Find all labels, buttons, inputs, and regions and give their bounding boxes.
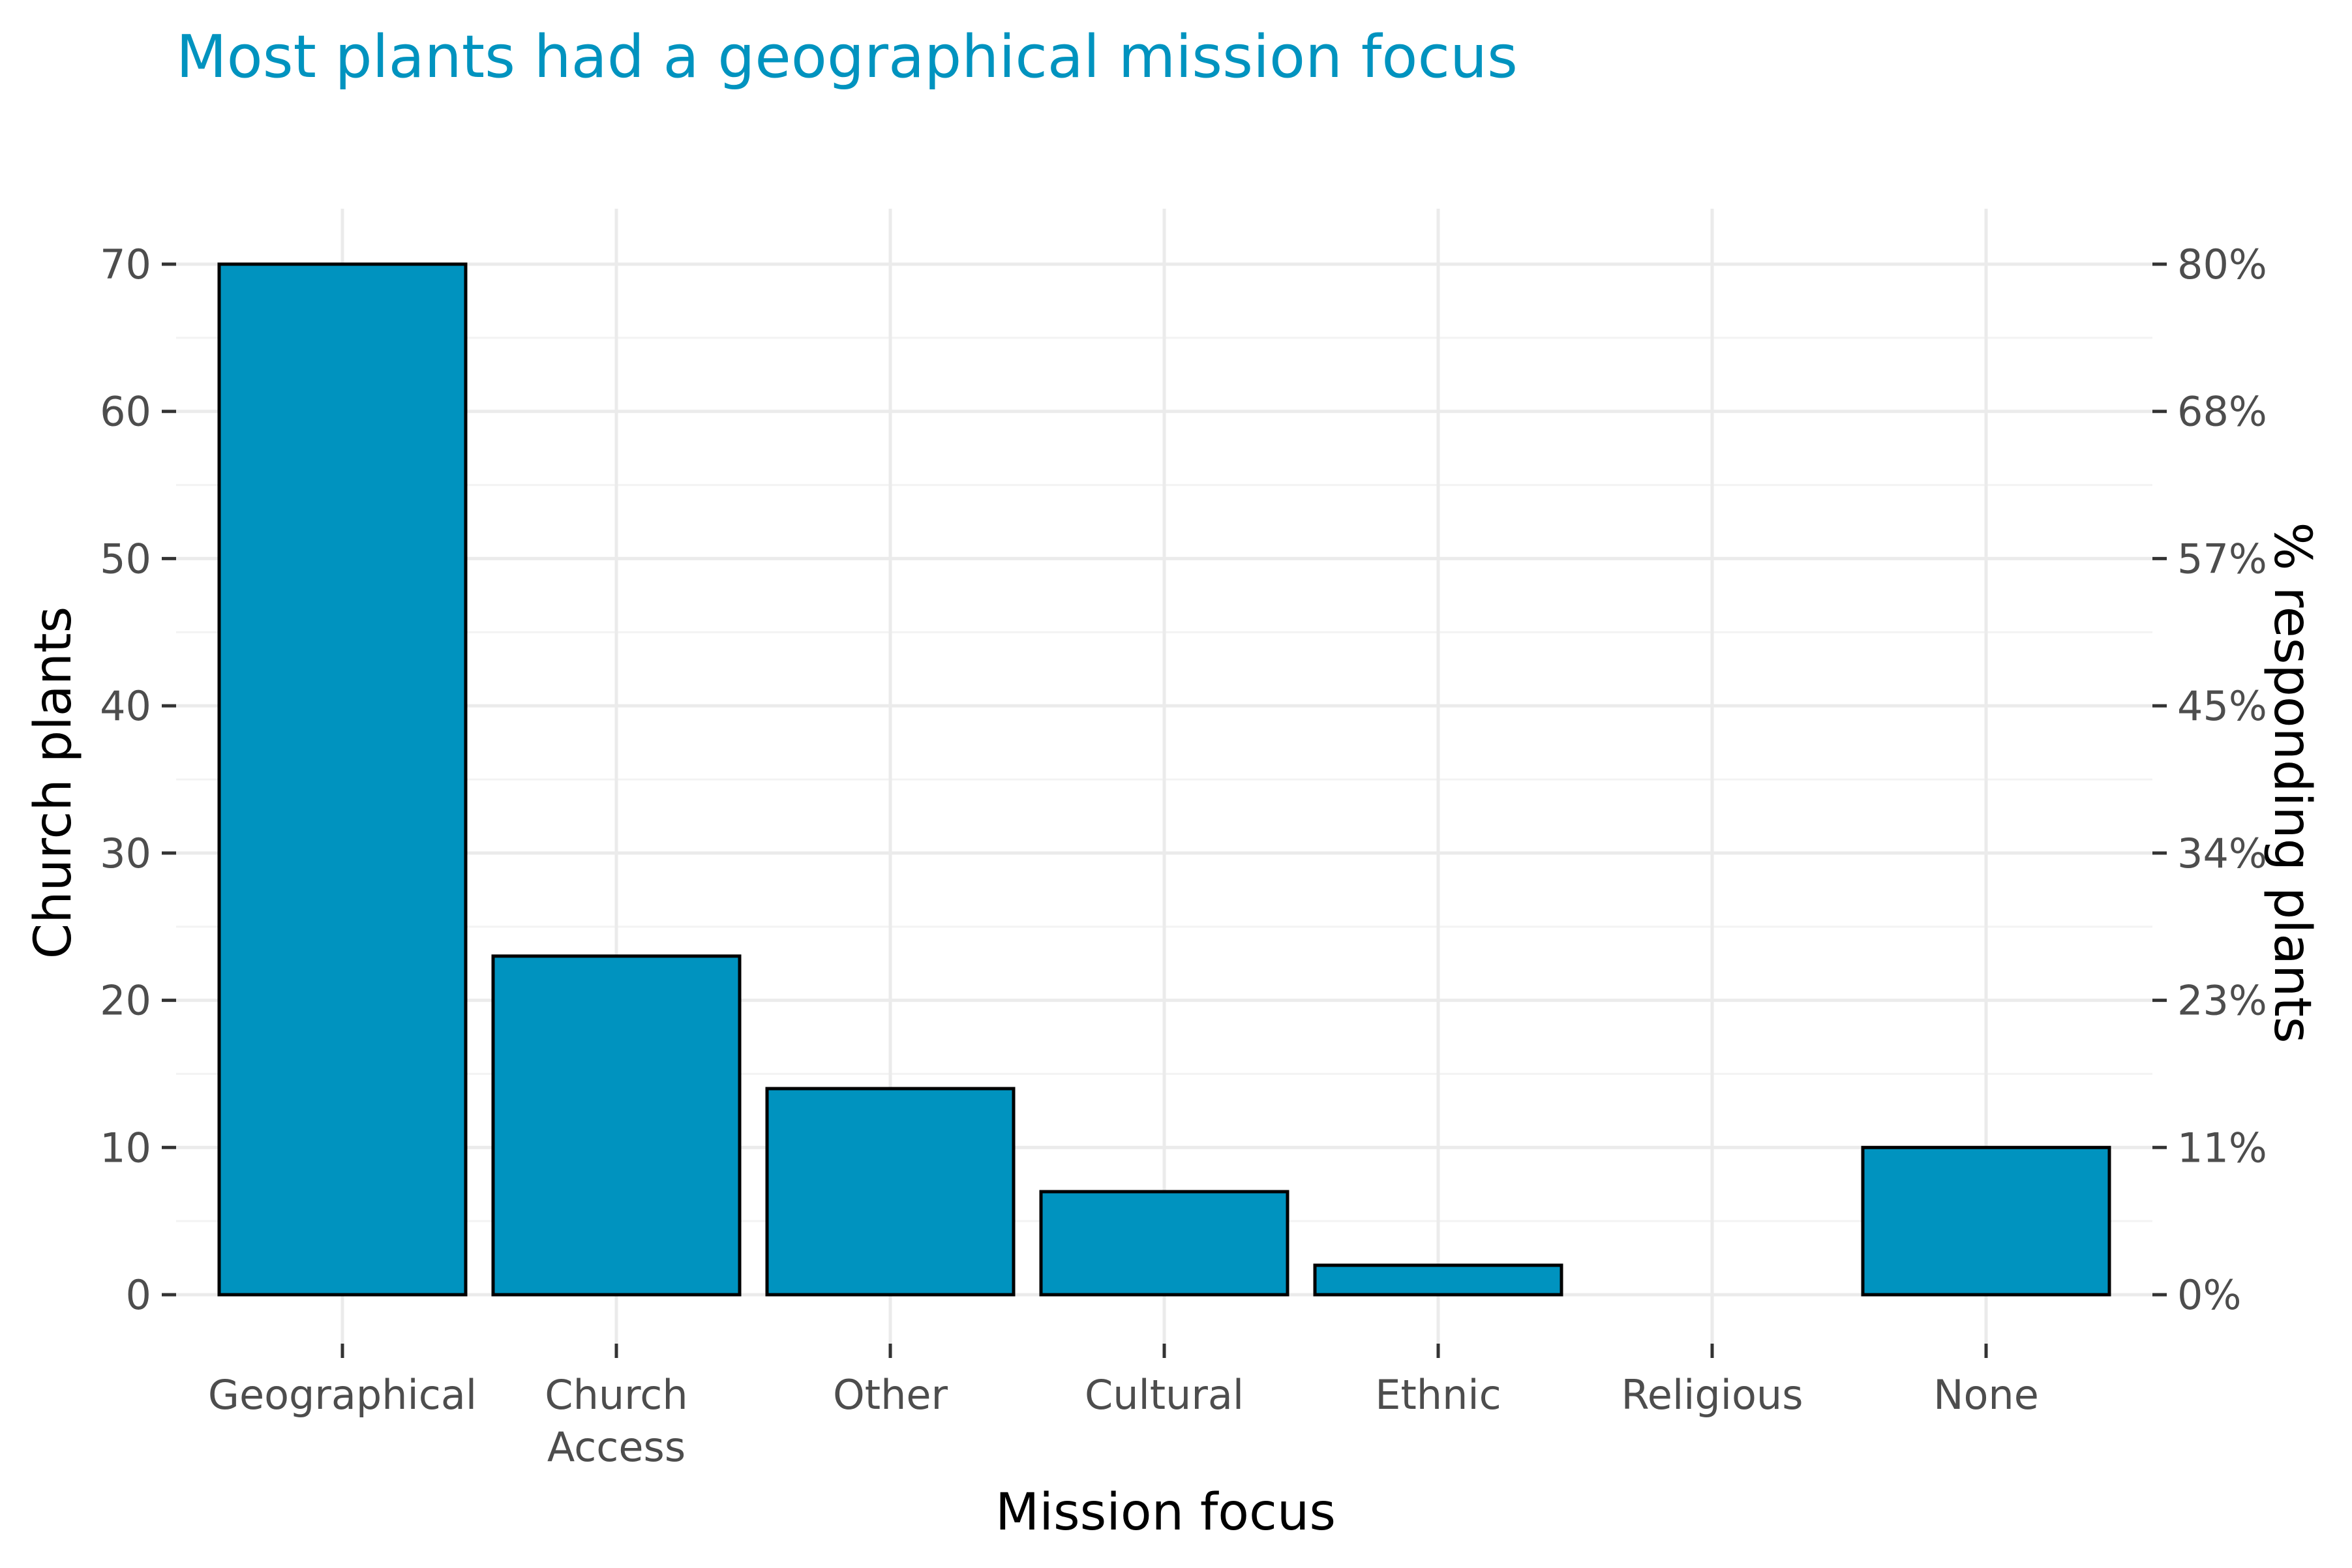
y2-axis-title: % responding plants	[2263, 522, 2321, 1043]
y-tick-label: 20	[100, 977, 151, 1025]
chart-title: Most plants had a geographical mission f…	[176, 23, 1518, 91]
y2-tick-label: 11%	[2177, 1124, 2267, 1171]
y2-tick-label: 0%	[2177, 1271, 2241, 1319]
y2-tick-label: 34%	[2177, 830, 2267, 877]
x-axis-title: Mission focus	[995, 1483, 1336, 1542]
y2-tick-label: 45%	[2177, 682, 2267, 730]
y-tick-label: 40	[100, 682, 151, 730]
y-tick-label: 10	[100, 1124, 151, 1171]
bar-cultural	[1039, 1190, 1289, 1297]
bar-geographical	[217, 262, 468, 1297]
y2-tick-label: 23%	[2177, 977, 2267, 1025]
bar-ethnic	[1313, 1263, 1563, 1297]
x-tick-label: Church	[545, 1371, 687, 1419]
y2-tick-label: 57%	[2177, 535, 2267, 582]
y-tick-label: 0	[126, 1271, 151, 1319]
x-tick-label: Religious	[1621, 1371, 1803, 1419]
bar-church-access	[491, 954, 742, 1297]
grid	[176, 209, 2152, 1344]
y2-tick-label: 68%	[2177, 388, 2267, 436]
y-tick-label: 30	[100, 830, 151, 877]
x-tick-label: Access	[547, 1423, 686, 1471]
bars	[217, 262, 2111, 1297]
y-tick-label: 50	[100, 535, 151, 582]
y-tick-label: 70	[100, 241, 151, 288]
y-axis-left: 0 10 20 30 40 50 60 70	[100, 241, 176, 1319]
x-tick-label: Geographical	[208, 1371, 477, 1419]
x-tick-label: Other	[833, 1371, 948, 1419]
x-tick-label: None	[1933, 1371, 2039, 1419]
y-tick-label: 60	[100, 388, 151, 436]
x-tick-label: Cultural	[1085, 1371, 1244, 1419]
y2-tick-label: 80%	[2177, 241, 2267, 288]
y-axis-title: Church plants	[24, 607, 83, 959]
bar-none	[1861, 1145, 2111, 1297]
bar-other	[765, 1087, 1016, 1297]
y-axis-right: 0% 11% 23% 34% 45% 57% 68% 80%	[2152, 241, 2267, 1319]
x-tick-label: Ethnic	[1375, 1371, 1501, 1419]
